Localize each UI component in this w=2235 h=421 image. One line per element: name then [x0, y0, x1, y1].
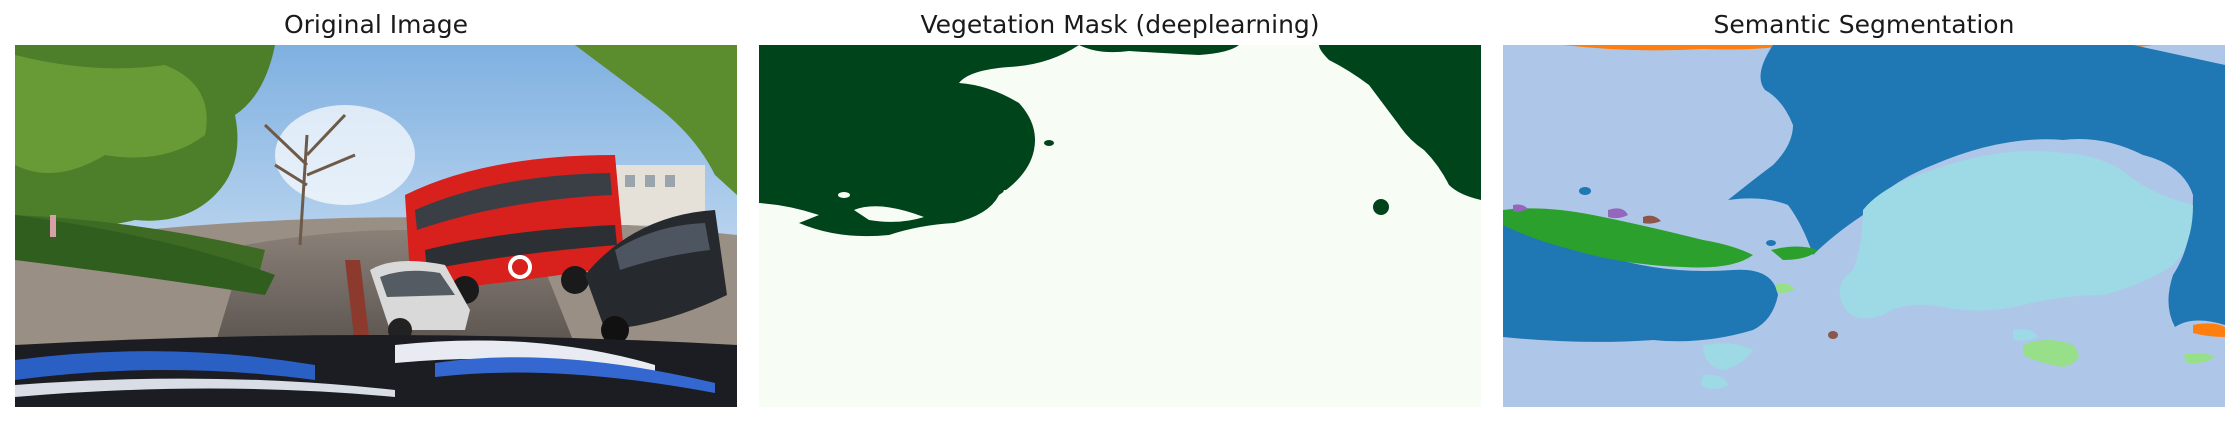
panel-title: Vegetation Mask (deeplearning) — [920, 10, 1320, 39]
vegetation-mask-panel: Vegetation Mask (deeplearning) — [759, 0, 1481, 421]
original-image-panel: Original Image — [15, 0, 737, 421]
panel-title: Original Image — [283, 10, 469, 39]
semantic-segmentation-image — [1503, 45, 2225, 407]
original-image — [15, 45, 737, 407]
semantic-segmentation-panel: Semantic Segmentation — [1503, 0, 2225, 421]
vegetation-mask-image — [759, 45, 1481, 407]
panel-title: Semantic Segmentation — [1713, 10, 2015, 39]
